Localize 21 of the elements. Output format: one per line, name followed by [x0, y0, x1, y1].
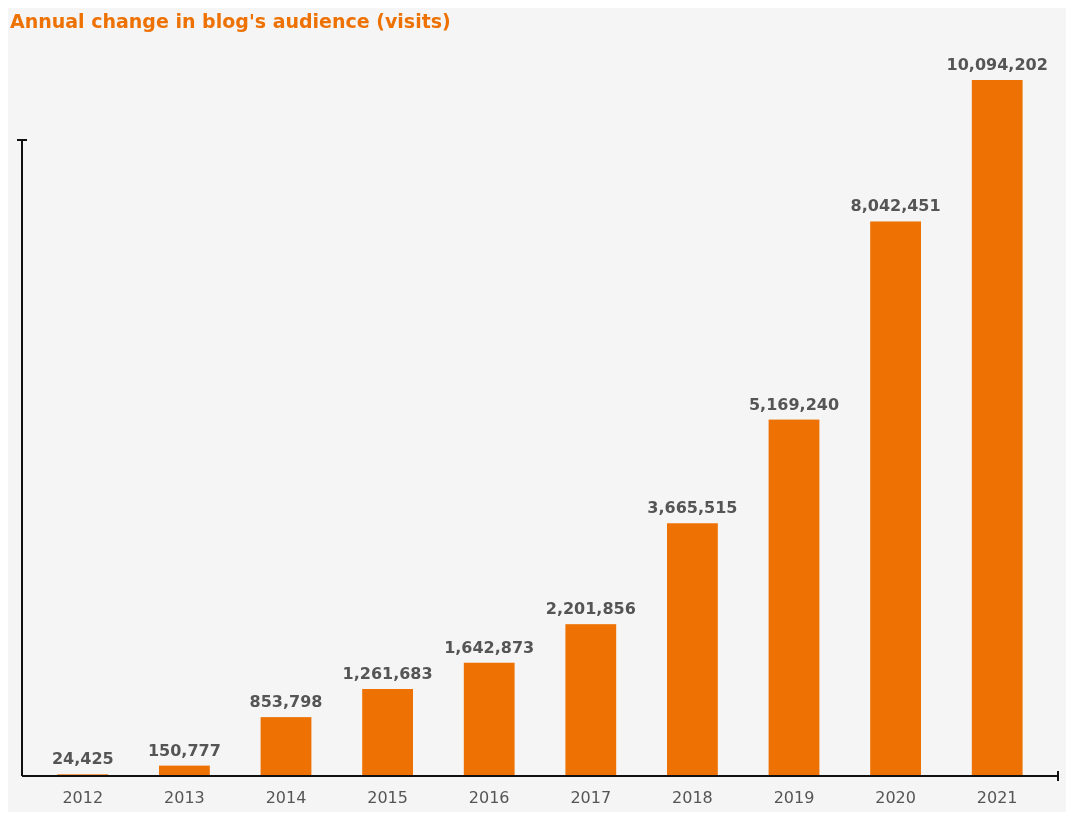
x-tick-label: 2019: [773, 788, 815, 807]
chart-title: Annual change in blog's audience (visits): [10, 10, 451, 32]
x-tick-label: 2014: [265, 788, 307, 807]
x-tick-label: 2018: [672, 788, 713, 807]
data-label: 853,798: [249, 692, 323, 712]
data-label: 1,261,683: [342, 664, 433, 684]
data-label: 150,777: [147, 740, 221, 760]
data-label: 8,042,451: [850, 196, 941, 216]
x-tick-label: 2013: [164, 788, 205, 807]
data-label: 1,642,873: [444, 637, 535, 657]
data-label: 24,425: [51, 749, 114, 769]
x-tick-label: 2015: [367, 788, 408, 807]
data-label: 2,201,856: [545, 599, 636, 619]
x-tick-label: 2012: [62, 788, 104, 807]
data-label: 5,169,240: [748, 394, 840, 414]
x-tick-label: 2021: [976, 788, 1018, 807]
data-label: 3,665,515: [647, 498, 738, 518]
x-tick-label: 2016: [468, 788, 510, 807]
data-label: 10,094,202: [946, 55, 1048, 74]
x-tick-label: 2020: [875, 788, 916, 807]
x-tick-label: 2017: [570, 788, 612, 807]
